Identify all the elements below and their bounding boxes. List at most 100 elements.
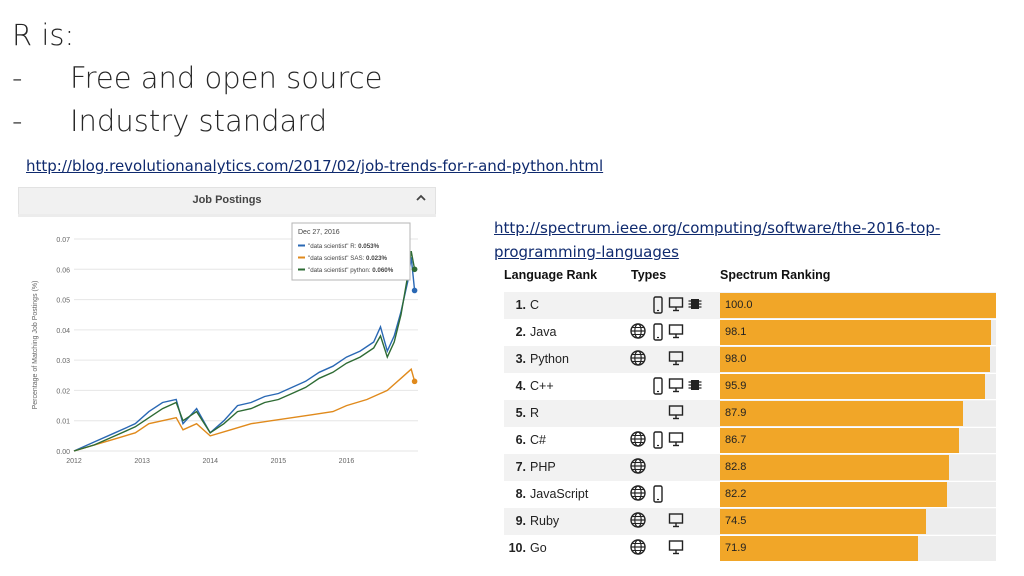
web-icon xyxy=(630,458,648,478)
web-icon xyxy=(630,512,648,532)
spectrum-link-line-1[interactable]: http://spectrum.ieee.org/computing/softw… xyxy=(494,219,941,237)
desktop-icon xyxy=(668,512,686,532)
language-types xyxy=(630,431,710,451)
score-bar xyxy=(720,455,949,480)
tooltip-value: 0.060% xyxy=(372,267,393,274)
bullet-dash: - xyxy=(12,104,23,138)
embedded-icon xyxy=(688,296,706,316)
rank-number: 2. xyxy=(515,325,526,339)
score-value: 98.0 xyxy=(725,353,747,365)
y-tick-label: 0.02 xyxy=(56,388,70,395)
job-postings-panel: Job Postings 0.00 0.01 0.02 0.03 0.04 0.05 0.0… xyxy=(18,187,436,477)
score-bar xyxy=(720,509,926,534)
score-bar xyxy=(720,293,996,318)
score-value: 86.7 xyxy=(725,434,747,446)
desktop-icon xyxy=(668,350,686,370)
ranking-row: 2. Java 98.1 xyxy=(504,319,996,346)
job-trends-link[interactable]: http://blog.revolutionanalytics.com/2017… xyxy=(26,157,604,175)
language-types xyxy=(630,377,710,397)
rank-number: 10. xyxy=(508,541,526,555)
tooltip-entry: "data scientist" SAS: 0.023% xyxy=(308,255,388,262)
ranking-row: 10. Go 71.9 xyxy=(504,535,996,562)
x-tick-label: 2016 xyxy=(339,458,355,465)
x-tick-label: 2013 xyxy=(134,458,150,465)
web-icon xyxy=(630,323,648,343)
x-tick-label: 2012 xyxy=(66,458,82,465)
mobile-icon xyxy=(652,323,670,343)
tooltip-entry: "data scientist" R: 0.053% xyxy=(308,243,380,250)
score-bar-track: 98.0 xyxy=(720,347,996,372)
tooltip-entry: "data scientist" python: 0.060% xyxy=(308,267,394,274)
language-types xyxy=(630,458,710,478)
ranking-row: 4. C++ 95.9 xyxy=(504,373,996,400)
web-icon xyxy=(630,431,648,451)
slide-title: R is: - Free and open source - Industry st… xyxy=(12,14,382,143)
mobile-icon xyxy=(652,377,670,397)
desktop-icon xyxy=(668,377,686,397)
rank-number: 9. xyxy=(515,514,526,528)
score-bar-track: 82.8 xyxy=(720,455,996,480)
score-bar-track: 71.9 xyxy=(720,536,996,561)
ranking-row: 3. Python 98.0 xyxy=(504,346,996,373)
score-bar-track: 100.0 xyxy=(720,293,996,318)
embedded-icon xyxy=(688,377,706,397)
web-icon xyxy=(630,350,648,370)
language-types xyxy=(630,323,710,343)
y-tick-label: 0.01 xyxy=(56,419,70,426)
series-line-1 xyxy=(73,367,416,452)
language-name: Go xyxy=(530,541,547,555)
ranking-row: 1. C 100.0 xyxy=(504,292,996,319)
ranking-row: 8. JavaScript 82.2 xyxy=(504,481,996,508)
chevron-up-icon[interactable] xyxy=(415,192,427,207)
ranking-row: 6. C# 86.7 xyxy=(504,427,996,454)
rank-number: 7. xyxy=(515,460,526,474)
language-name: C# xyxy=(530,433,546,447)
x-tick-label: 2014 xyxy=(202,458,218,465)
spectrum-link[interactable]: http://spectrum.ieee.org/computing/softw… xyxy=(494,216,940,264)
series-end-point-0 xyxy=(411,287,418,294)
title-text: R is: xyxy=(12,18,75,52)
language-types xyxy=(630,539,710,559)
score-bar xyxy=(720,320,991,345)
score-value: 98.1 xyxy=(725,326,747,338)
mobile-icon xyxy=(652,296,670,316)
score-bar xyxy=(720,347,991,372)
desktop-icon xyxy=(668,404,686,424)
spectrum-link-line-2[interactable]: programming-languages xyxy=(494,243,679,261)
language-name: C xyxy=(530,298,540,312)
title-line-3: - Industry standard xyxy=(12,100,382,143)
language-types xyxy=(630,350,710,370)
language-name: Ruby xyxy=(530,514,560,528)
mobile-icon xyxy=(652,431,670,451)
panel-header[interactable]: Job Postings xyxy=(18,187,436,215)
title-line-1: R is: xyxy=(12,14,382,57)
score-bar-track: 82.2 xyxy=(720,482,996,507)
score-bar-track: 87.9 xyxy=(720,401,996,426)
desktop-icon xyxy=(668,539,686,559)
language-name: JavaScript xyxy=(530,487,589,501)
mobile-icon xyxy=(652,485,670,505)
rank-number: 4. xyxy=(515,379,526,393)
score-value: 71.9 xyxy=(725,542,747,554)
score-bar-track: 95.9 xyxy=(720,374,996,399)
rank-number: 5. xyxy=(515,406,526,420)
header-language-rank: Language Rank xyxy=(504,268,598,282)
y-tick-label: 0.04 xyxy=(56,328,70,335)
score-bar xyxy=(720,401,963,426)
language-types xyxy=(630,485,710,505)
ranking-row: 5. R 87.9 xyxy=(504,400,996,427)
score-bar xyxy=(720,536,919,561)
panel-divider xyxy=(18,214,436,217)
y-tick-label: 0.03 xyxy=(56,358,70,365)
y-axis-label: Percentage of Matching Job Postings (%) xyxy=(32,281,39,410)
desktop-icon xyxy=(668,431,686,451)
tooltip-box xyxy=(291,222,411,281)
score-bar xyxy=(720,482,947,507)
title-line-2: - Free and open source xyxy=(12,57,382,100)
web-icon xyxy=(630,485,648,505)
score-bar-track: 74.5 xyxy=(720,509,996,534)
ranking-row: 7. PHP 82.8 xyxy=(504,454,996,481)
series-line-0 xyxy=(73,257,416,452)
web-icon xyxy=(630,539,648,559)
series-end-point-1 xyxy=(411,378,418,385)
